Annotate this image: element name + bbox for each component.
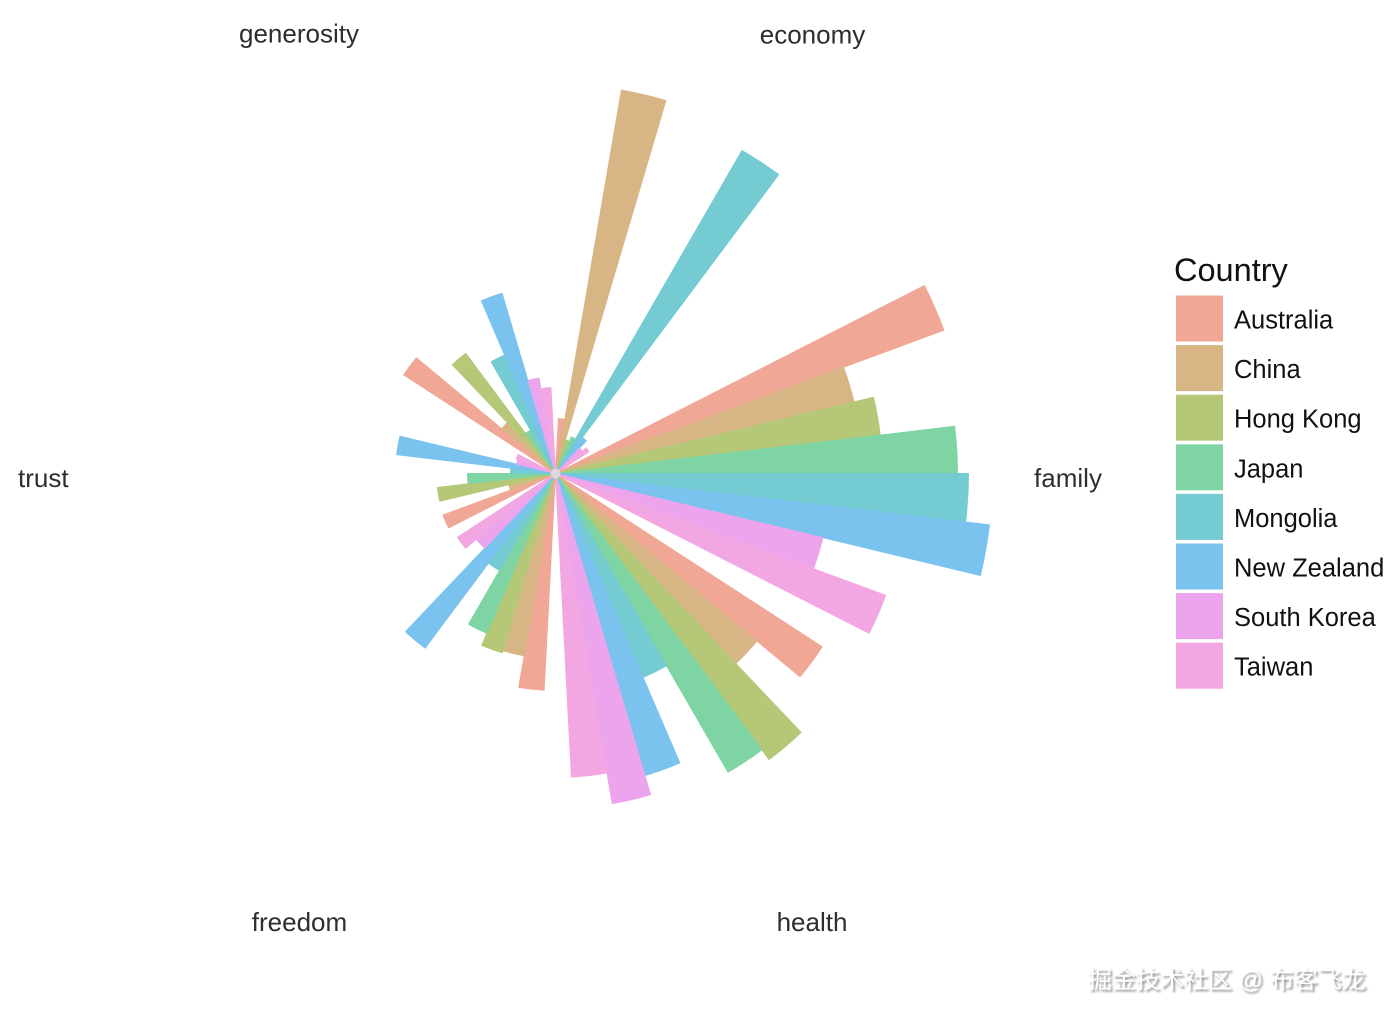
svg-text:freedom: freedom (252, 907, 347, 937)
svg-text:family: family (1034, 463, 1102, 493)
svg-text:trust: trust (18, 463, 69, 493)
svg-text:South Korea: South Korea (1234, 604, 1377, 632)
svg-text:China: China (1234, 356, 1301, 384)
svg-text:economy: economy (760, 20, 866, 50)
svg-text:Mongolia: Mongolia (1234, 505, 1338, 533)
svg-text:New Zealand: New Zealand (1234, 555, 1384, 583)
svg-text:Hong Kong: Hong Kong (1234, 406, 1362, 434)
svg-text:Country: Country (1174, 252, 1289, 288)
svg-text:health: health (777, 907, 848, 937)
svg-text:generosity: generosity (239, 19, 359, 49)
svg-text:Japan: Japan (1234, 455, 1303, 483)
svg-text:Australia: Australia (1234, 307, 1334, 335)
svg-text:Taiwan: Taiwan (1234, 654, 1313, 682)
